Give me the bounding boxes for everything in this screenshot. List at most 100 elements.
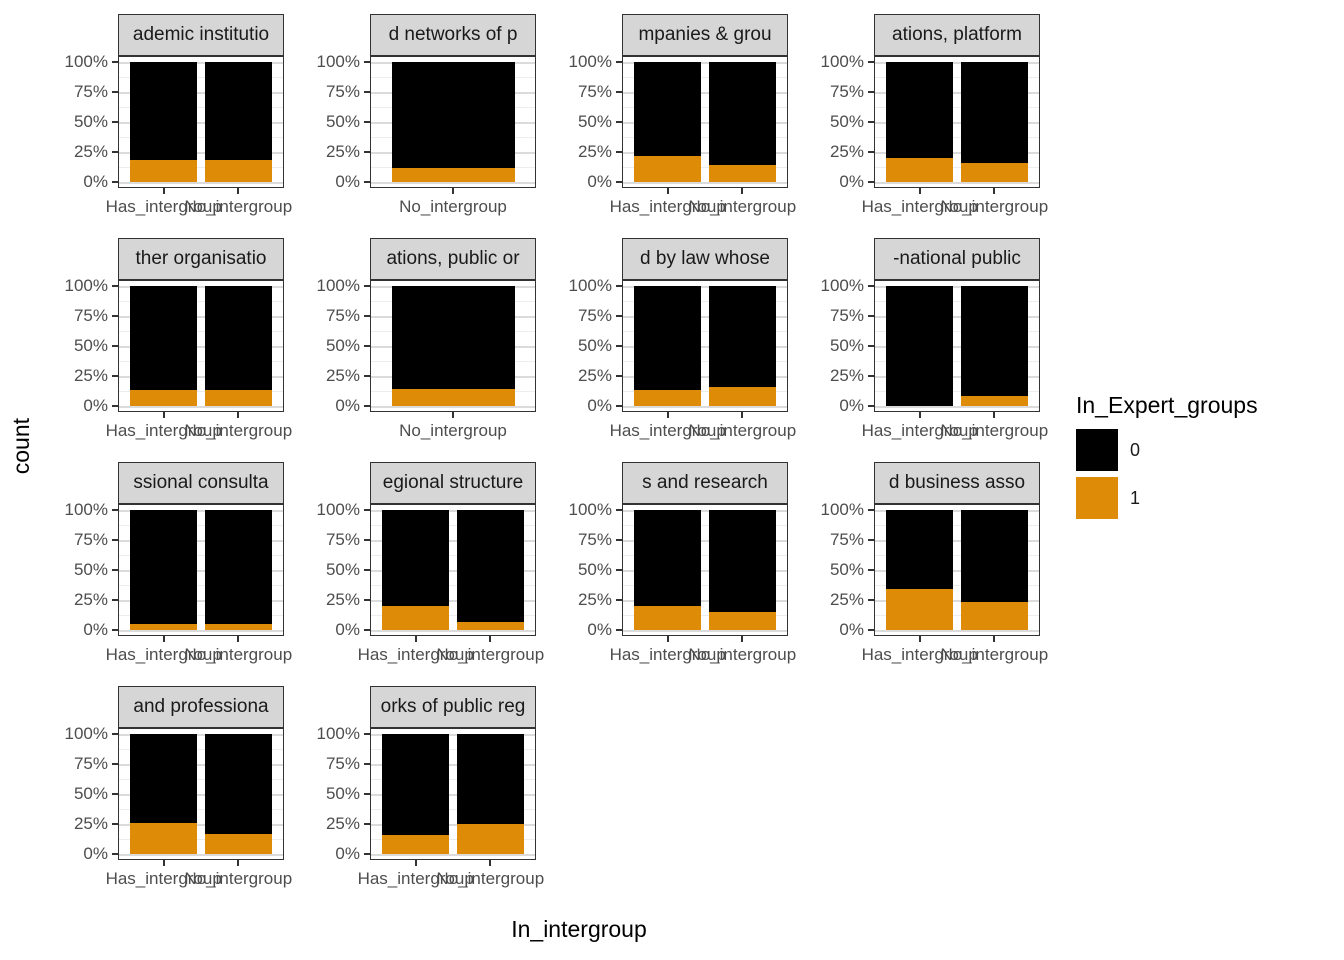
- y-tick-label: 25%: [577, 142, 612, 161]
- x-tick-label: No_intergroup: [399, 421, 507, 440]
- bar-segment-1: [391, 389, 515, 406]
- y-tick-label: 25%: [829, 590, 864, 609]
- y-axis-tick: [616, 539, 622, 541]
- bar-segment-0: [708, 510, 776, 612]
- gridline-minor: [119, 615, 283, 616]
- y-axis-tick: [112, 345, 118, 347]
- gridline-major: [119, 824, 283, 826]
- y-tick-label: 75%: [325, 82, 360, 101]
- gridline-minor: [875, 391, 1039, 392]
- x-axis-tick: [162, 636, 165, 642]
- bar-segment-1: [130, 624, 198, 630]
- gridline-minor: [371, 525, 535, 526]
- y-axis-tick: [616, 569, 622, 571]
- y-tick-label: 100%: [64, 724, 108, 743]
- y-axis-labels: 100% 75% 50% 25% 0%: [314, 52, 370, 191]
- gridline-major: [875, 540, 1039, 542]
- x-axis-labels: No_intergroup: [314, 188, 566, 238]
- gridline-minor: [875, 555, 1039, 556]
- x-axis-labels: Has_intergroup No_intergroup: [62, 412, 314, 462]
- facet: d by law whose 100% 75% 50% 25% 0% Has_inter…: [566, 238, 818, 462]
- gridline-major: [371, 630, 535, 632]
- gridline-major: [119, 600, 283, 602]
- y-axis-labels: 100% 75% 50% 25% 0%: [62, 52, 118, 191]
- gridline-minor: [371, 839, 535, 840]
- y-tick-label: 50%: [73, 336, 108, 355]
- y-axis-tick: [364, 733, 370, 735]
- y-tick-label: 25%: [325, 590, 360, 609]
- x-tick-label: Has_intergroup: [609, 645, 726, 664]
- gridline-minor: [119, 77, 283, 78]
- facet-strip-label: orks of public reg: [380, 696, 526, 717]
- bar-segment-1: [130, 160, 198, 182]
- bar-segment-1: [708, 386, 776, 406]
- gridline-minor: [371, 555, 535, 556]
- gridline-major: [119, 286, 283, 288]
- x-axis-tick: [666, 636, 669, 642]
- y-axis-tick: [364, 151, 370, 153]
- gridline-major: [119, 406, 283, 408]
- y-tick-label: 0%: [335, 396, 360, 415]
- facet-strip: egional structure: [370, 462, 536, 504]
- facet-strip: mpanies & grou: [622, 14, 788, 56]
- plot-panel: [370, 56, 536, 188]
- y-axis-labels: 100% 75% 50% 25% 0%: [314, 724, 370, 863]
- y-axis-tick: [364, 91, 370, 93]
- facet-strip: ations, platform: [874, 14, 1040, 56]
- gridline-minor: [623, 77, 787, 78]
- bar-segment-0: [130, 510, 198, 624]
- y-axis-labels: 100% 75% 50% 25% 0%: [818, 500, 874, 639]
- plot-panel: [874, 56, 1040, 188]
- y-axis-tick: [112, 151, 118, 153]
- y-tick-label: 0%: [587, 396, 612, 415]
- gridline-major: [119, 794, 283, 796]
- facet-strip: orks of public reg: [370, 686, 536, 728]
- bar-segment-1: [456, 621, 524, 630]
- x-tick-label: Has_intergroup: [105, 197, 222, 216]
- bar-segment-0: [204, 286, 272, 391]
- y-tick-label: 50%: [577, 112, 612, 131]
- x-axis-labels: Has_intergroup No_intergroup: [566, 188, 818, 238]
- y-tick-label: 50%: [829, 112, 864, 131]
- gridline-minor: [119, 749, 283, 750]
- y-tick-label: 75%: [829, 82, 864, 101]
- gridline-minor: [875, 615, 1039, 616]
- facet-strip-label: and professiona: [133, 696, 269, 717]
- bar-segment-1: [634, 390, 702, 406]
- y-axis-tick: [616, 181, 622, 183]
- gridline-minor: [371, 749, 535, 750]
- y-tick-label: 50%: [829, 560, 864, 579]
- y-axis-labels: 100% 75% 50% 25% 0%: [818, 52, 874, 191]
- facet-strip: d business asso: [874, 462, 1040, 504]
- bar-segment-0: [204, 62, 272, 161]
- gridline-minor: [875, 361, 1039, 362]
- facet-strip: ademic institutio: [118, 14, 284, 56]
- x-axis-tick: [237, 636, 240, 642]
- gridline-major: [119, 316, 283, 318]
- y-axis-tick: [868, 539, 874, 541]
- bar-segment-1: [886, 158, 954, 182]
- y-axis-tick: [616, 405, 622, 407]
- y-tick-label: 100%: [316, 276, 360, 295]
- gridline-minor: [875, 137, 1039, 138]
- gridline-minor: [119, 107, 283, 108]
- facet-strip: s and research: [622, 462, 788, 504]
- facet-strip-label: ademic institutio: [132, 24, 270, 45]
- facet: s and research 100% 75% 50% 25% 0% Has_inter…: [566, 462, 818, 686]
- gridline-minor: [623, 137, 787, 138]
- x-tick-label: Has_intergroup: [105, 869, 222, 888]
- gridline-minor: [875, 301, 1039, 302]
- gridline-minor: [371, 615, 535, 616]
- y-tick-label: 0%: [83, 172, 108, 191]
- bar-segment-1: [634, 606, 702, 630]
- y-axis-tick: [868, 151, 874, 153]
- gridline-minor: [875, 107, 1039, 108]
- legend: In_Expert_groups 0 1: [1076, 392, 1258, 525]
- y-axis-tick: [112, 375, 118, 377]
- gridline-minor: [623, 107, 787, 108]
- y-tick-label: 100%: [820, 500, 864, 519]
- y-axis-tick: [112, 509, 118, 511]
- gridline-major: [371, 824, 535, 826]
- y-axis-labels: 100% 75% 50% 25% 0%: [62, 500, 118, 639]
- y-tick-label: 0%: [839, 620, 864, 639]
